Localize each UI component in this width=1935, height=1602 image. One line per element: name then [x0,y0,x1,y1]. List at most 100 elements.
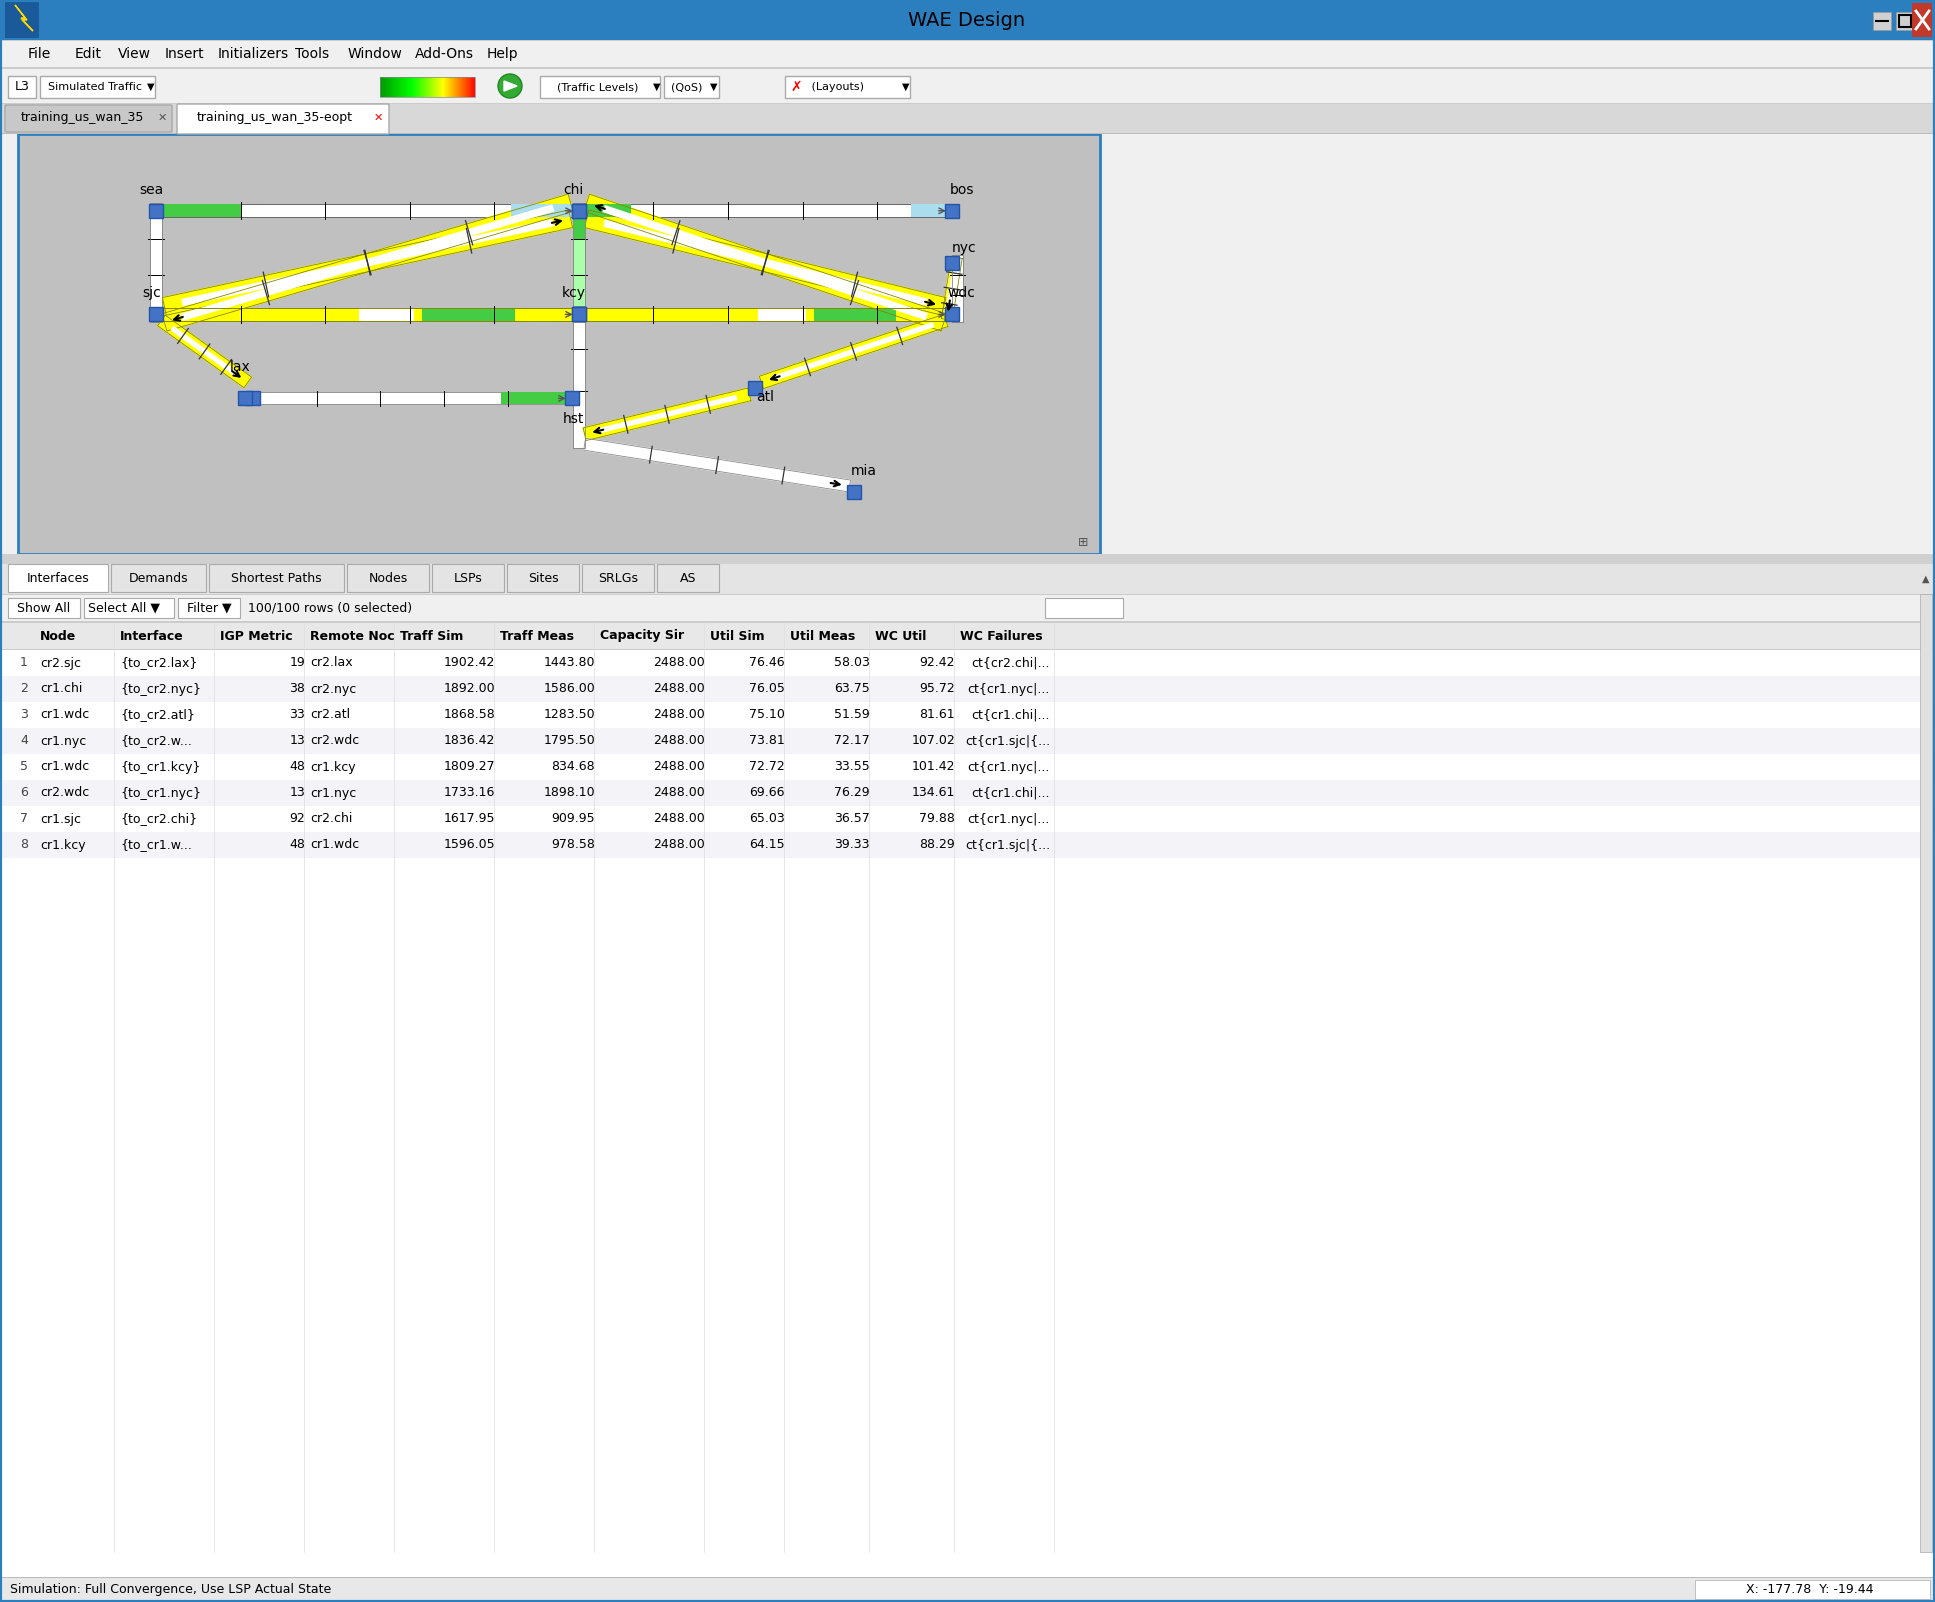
Bar [151,203,163,322]
Text: Initializers: Initializers [219,46,288,61]
Text: 2488.00: 2488.00 [654,708,704,721]
Bar [573,203,584,239]
Bar [1873,11,1890,30]
Text: {to_cr1.kcy}: {to_cr1.kcy} [120,761,201,774]
Text: 38: 38 [288,682,306,695]
Text: 2488.00: 2488.00 [654,682,704,695]
Text: 1836.42: 1836.42 [443,734,495,748]
Bar [0,104,1935,135]
Text: ct{cr1.chi|...: ct{cr1.chi|... [971,708,1051,721]
Circle shape [497,74,522,98]
Text: sjc: sjc [141,287,161,301]
Text: ▲: ▲ [1921,574,1929,585]
Text: 76.05: 76.05 [749,682,786,695]
Text: Shortest Paths: Shortest Paths [230,572,321,585]
Text: 7: 7 [19,812,27,825]
Bar [8,75,37,98]
Bar [944,203,960,218]
Bar [6,2,39,38]
Bar [238,391,252,405]
Text: (QoS): (QoS) [671,82,702,91]
Text: {to_cr1.w...: {to_cr1.w... [120,838,192,852]
Text: Interface: Interface [120,630,184,642]
Bar [658,564,720,593]
Polygon shape [163,210,573,316]
Text: LSPs: LSPs [453,572,482,585]
Text: {to_cr2.chi}: {to_cr2.chi} [120,812,197,825]
Bar [0,702,1935,727]
Bar [571,308,586,322]
Text: Node: Node [41,630,75,642]
Polygon shape [584,210,946,316]
Bar [0,564,1935,594]
Bar [83,598,174,618]
Text: cr1.sjc: cr1.sjc [41,812,81,825]
Text: 2488.00: 2488.00 [654,812,704,825]
Text: 1443.80: 1443.80 [544,657,594,670]
Text: 88.29: 88.29 [919,838,956,852]
Text: Util Meas: Util Meas [789,630,855,642]
Bar [579,205,631,218]
Text: ▼: ▼ [654,82,660,91]
Bar [952,255,964,322]
Text: 134.61: 134.61 [911,787,956,799]
Text: IGP Metric: IGP Metric [221,630,292,642]
Text: 75.10: 75.10 [749,708,786,721]
Bar [571,203,586,218]
Bar [573,203,584,322]
Bar [0,755,1935,780]
Polygon shape [940,256,962,320]
Bar [0,676,1935,702]
Text: chi: chi [563,183,584,197]
Text: ✗: ✗ [789,80,801,95]
Text: 5: 5 [19,761,27,774]
Text: ct{cr1.nyc|...: ct{cr1.nyc|... [968,761,1051,774]
Text: ⊞: ⊞ [1078,537,1087,549]
Text: ct{cr1.sjc|{...: ct{cr1.sjc|{... [966,734,1051,748]
Text: Help: Help [488,46,519,61]
Text: Simulation: Full Convergence, Use LSP Actual State: Simulation: Full Convergence, Use LSP Ac… [10,1583,331,1596]
Bar [8,564,108,593]
Bar [1898,14,1912,27]
Bar [573,306,584,449]
Text: 65.03: 65.03 [749,812,786,825]
Text: ct{cr1.nyc|...: ct{cr1.nyc|... [968,812,1051,825]
Bar [944,308,960,322]
Bar [944,256,960,269]
Bar [157,205,240,218]
Text: training_us_wan_35-eopt: training_us_wan_35-eopt [197,112,352,125]
Text: Edit: Edit [75,46,103,61]
Bar [0,594,1935,622]
Text: ct{cr1.sjc|{...: ct{cr1.sjc|{... [966,838,1051,852]
Text: 834.68: 834.68 [551,761,594,774]
Bar [749,381,762,396]
Text: 1868.58: 1868.58 [443,708,495,721]
Polygon shape [759,314,948,389]
Text: cr2.lax: cr2.lax [310,657,352,670]
FancyBboxPatch shape [6,106,172,131]
Text: 79.88: 79.88 [919,812,956,825]
Text: {to_cr2.nyc}: {to_cr2.nyc} [120,682,201,695]
Bar [180,131,385,133]
Text: 33.55: 33.55 [834,761,871,774]
Text: atl: atl [757,391,774,404]
Text: ct{cr2.chi|...: ct{cr2.chi|... [971,657,1051,670]
Bar [759,308,807,320]
Bar [1045,598,1122,618]
Text: 1596.05: 1596.05 [443,838,495,852]
Text: Interfaces: Interfaces [27,572,89,585]
Text: 1283.50: 1283.50 [544,708,594,721]
Bar [253,392,571,404]
Text: cr2.nyc: cr2.nyc [310,682,356,695]
Bar [149,203,163,218]
Text: 72.72: 72.72 [749,761,786,774]
Polygon shape [503,82,517,91]
Text: {to_cr2.atl}: {to_cr2.atl} [120,708,195,721]
Bar [571,308,586,322]
Text: 1617.95: 1617.95 [443,812,495,825]
Bar [41,75,155,98]
Text: AS: AS [679,572,697,585]
Bar [8,598,79,618]
Text: 19: 19 [288,657,306,670]
Text: ▼: ▼ [147,82,155,91]
